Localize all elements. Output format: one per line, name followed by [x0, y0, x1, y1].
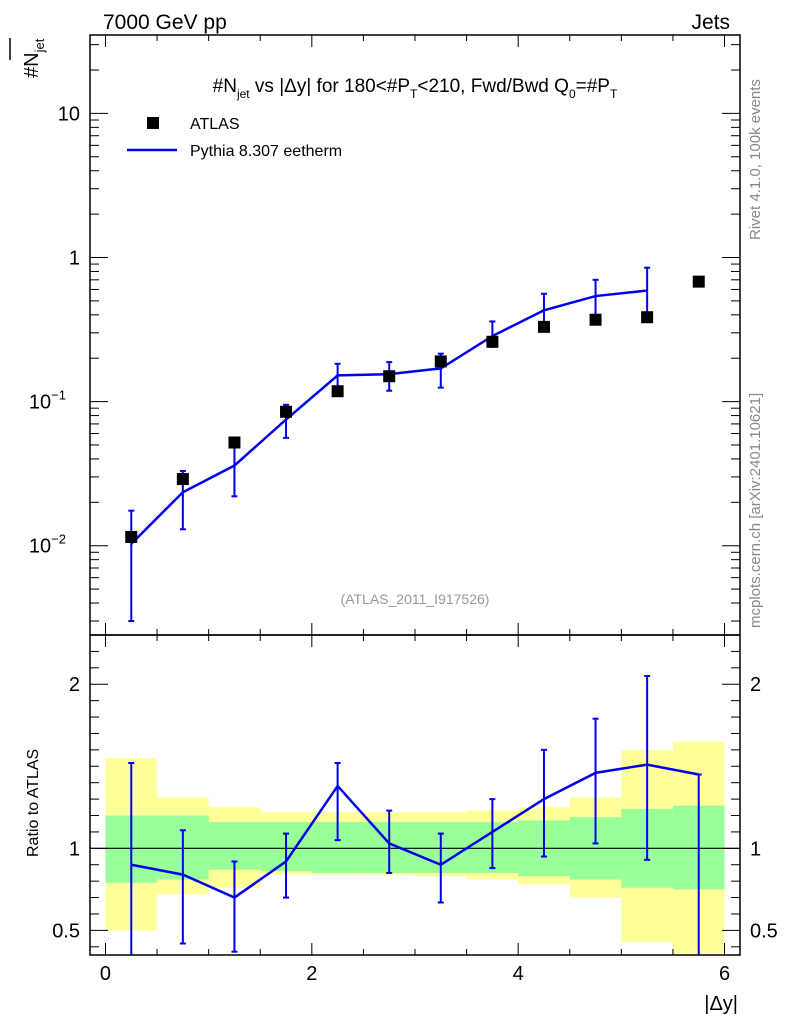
- y-tick-label: 1: [69, 247, 80, 269]
- chart-title: #Njet vs |Δy| for 180<#PT<210, Fwd/Bwd Q…: [213, 76, 618, 101]
- ratio-curve: [128, 675, 702, 955]
- rivet-label-group: Rivet 4.1.0, 100k events: [747, 79, 764, 240]
- ratio-y-tick-label-right: 0.5: [750, 920, 778, 942]
- y-axis-label: #Njet: [21, 38, 47, 78]
- legend-pythia-label: Pythia 8.307 eetherm: [190, 143, 342, 160]
- y-tick-label: 10: [58, 103, 80, 125]
- rivet-label: Rivet 4.1.0, 100k events: [747, 79, 764, 240]
- data-points: [125, 275, 705, 543]
- data-point: [486, 335, 499, 348]
- ratio-axes: 0 2 4 6 2 2 1 1 0.5 0.5: [52, 635, 778, 985]
- y-tick-label: 10−2: [29, 532, 66, 558]
- ratio-line: [131, 763, 699, 899]
- data-point: [692, 275, 705, 288]
- header-energy-label: 7000 GeV pp: [103, 11, 227, 34]
- ratio-y-tick-label: 1: [69, 838, 80, 860]
- data-point: [589, 313, 602, 326]
- y-tick-label-exponent: −2: [51, 532, 66, 547]
- header-process-label: Jets: [691, 11, 730, 34]
- x-tick-label: 0: [100, 963, 111, 985]
- legend: ATLAS Pythia 8.307 eetherm: [127, 116, 342, 160]
- source-label: mcplots.cern.ch [arXiv:2401.10621]: [747, 393, 764, 628]
- ratio-y-tick-label-right: 2: [750, 674, 761, 696]
- data-point: [125, 530, 138, 543]
- legend-atlas-label: ATLAS: [190, 116, 240, 133]
- ratio-panel: 0 2 4 6 2 2 1 1 0.5 0.5: [52, 634, 778, 985]
- title-part-d: =#P: [576, 76, 610, 97]
- data-point: [280, 405, 293, 418]
- ratio-frame: [89, 634, 741, 956]
- legend-atlas-marker: [147, 117, 159, 129]
- y-tick-label-base: 10: [29, 392, 51, 414]
- svg-text:#Njet: #Njet: [21, 38, 47, 78]
- x-tick-label: 2: [306, 963, 317, 985]
- data-point: [331, 385, 344, 398]
- ratio-y-axis-label: Ratio to ATLAS: [25, 749, 42, 857]
- data-point: [383, 370, 396, 383]
- ratio-y-tick-label: 2: [69, 674, 80, 696]
- data-point: [228, 436, 241, 449]
- ratio-y-tick-label-right: 1: [750, 838, 761, 860]
- data-point: [537, 320, 550, 333]
- title-sub-0: 0: [569, 87, 576, 101]
- y-axis-label-sub: jet: [32, 38, 47, 53]
- title-part-a: #N: [213, 76, 237, 97]
- y-axis-label-main: #N: [21, 52, 43, 78]
- y-tick-label-base: 1: [69, 247, 80, 269]
- title-sub-t1: T: [410, 87, 418, 101]
- title-sub-jet: jet: [236, 87, 250, 101]
- y-tick-label: 10−1: [29, 388, 66, 414]
- title-part-b: vs |Δy| for 180<#P: [250, 76, 410, 97]
- x-tick-label: 6: [719, 963, 730, 985]
- y-tick-label-base: 10: [29, 536, 51, 558]
- y-tick-label-exponent: −1: [51, 388, 66, 403]
- data-point: [176, 473, 189, 486]
- data-point: [641, 311, 654, 324]
- source-label-group: mcplots.cern.ch [arXiv:2401.10621]: [747, 393, 764, 628]
- data-point: [434, 355, 447, 368]
- title-sub-t2: T: [610, 87, 618, 101]
- x-tick-label: 4: [513, 963, 524, 985]
- x-axis-label: |Δy|: [704, 993, 738, 1015]
- y-tick-label-base: 10: [58, 103, 80, 125]
- title-part-c: <210, Fwd/Bwd Q: [417, 76, 569, 97]
- analysis-watermark: (ATLAS_2011_I917526): [341, 591, 490, 607]
- ratio-y-tick-label: 0.5: [52, 920, 80, 942]
- ratio-y-axis-label-text: Ratio to ATLAS: [25, 749, 42, 857]
